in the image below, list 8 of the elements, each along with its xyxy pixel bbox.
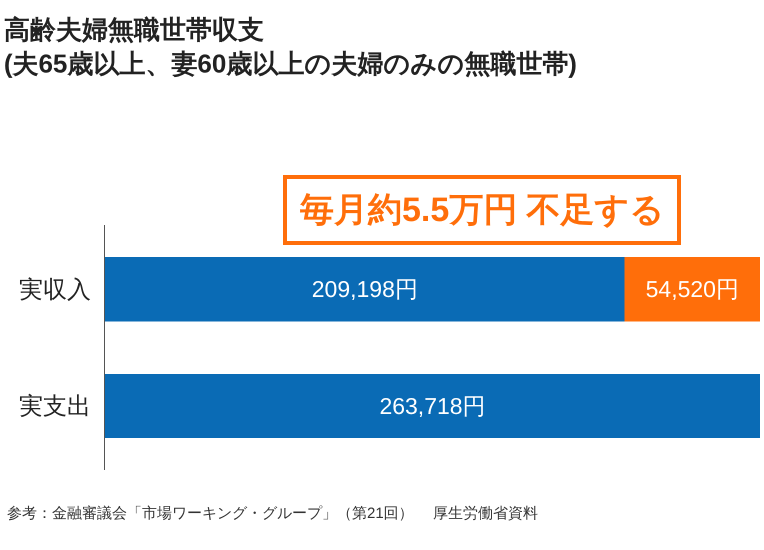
chart-title: 高齢夫婦無職世帯収支 (夫65歳以上、妻60歳以上の夫婦のみの無職世帯) (4, 14, 577, 78)
y-tick-label: 実収入 (19, 276, 92, 304)
data-label: 263,718円 (379, 392, 486, 419)
y-tick-label: 実支出 (19, 393, 92, 420)
annotation: 毎月約5.5万円 不足する (299, 191, 665, 229)
data-label: 54,520円 (646, 276, 739, 302)
text: 参考：金融審議会「市場ワーキング・グループ」（第21回） 厚生労働省資料 (7, 505, 538, 522)
data-label: 209,198円 (312, 276, 418, 302)
